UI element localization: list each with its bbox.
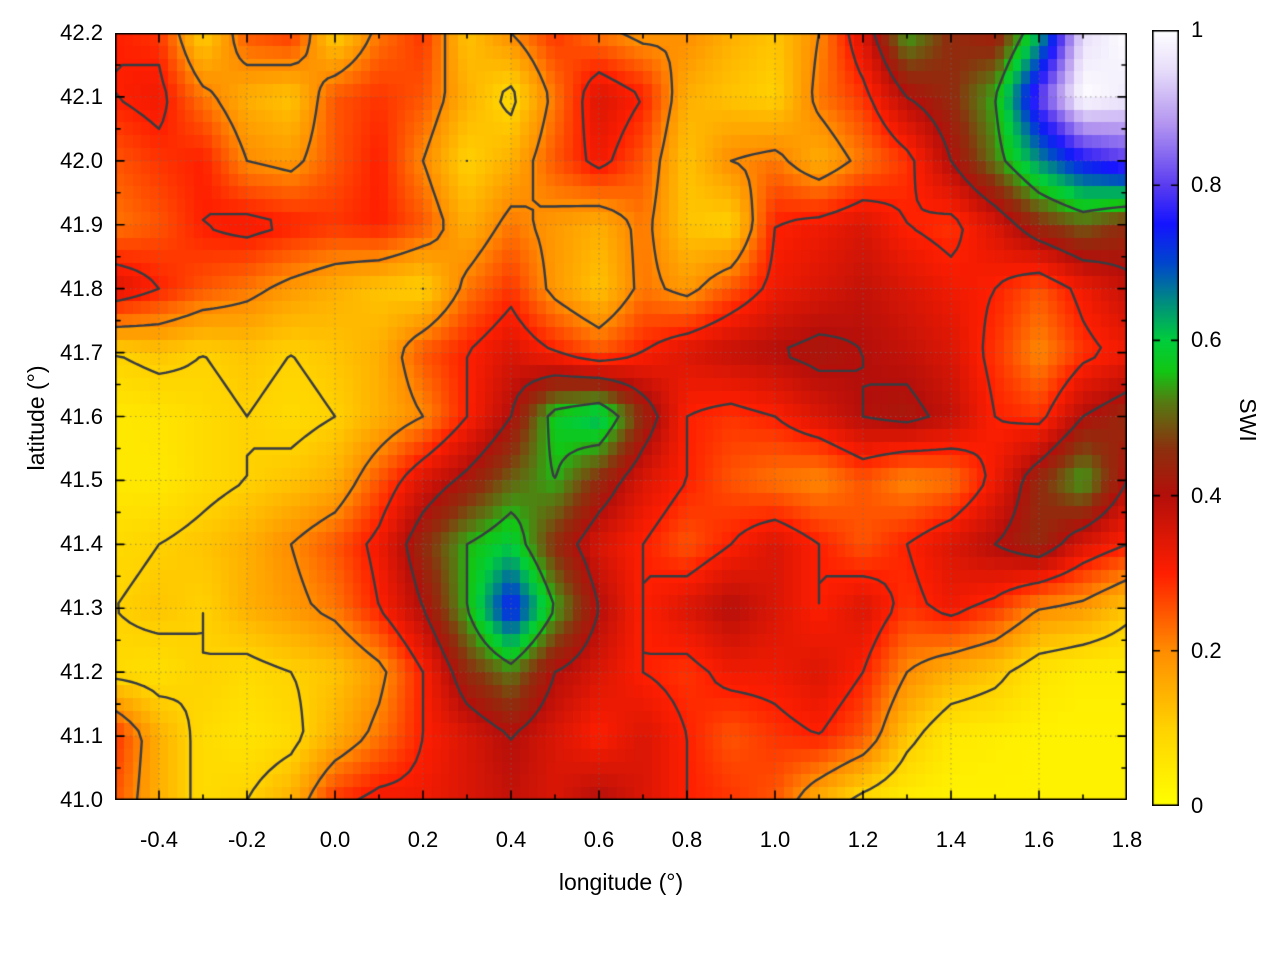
x-tick-label: 0.6	[583, 827, 615, 852]
y-tick-label: 41.3	[60, 595, 103, 621]
y-tick-label: 41.8	[60, 275, 103, 301]
y-tick-label: 41.1	[60, 723, 103, 749]
x-tick-label: 1.8	[1111, 827, 1143, 852]
colorbar-tick-label: 1	[1191, 17, 1204, 42]
y-tick-label: 41.9	[60, 211, 103, 237]
colorbar-tick-label: 0.6	[1191, 327, 1222, 353]
y-tick-label: 41.4	[60, 531, 103, 557]
y-tick-label: 41.5	[60, 467, 103, 493]
x-axis-title: longitude (°)	[558, 869, 684, 895]
heatmap-canvas	[115, 33, 1127, 800]
y-tick-label: 42.2	[60, 20, 103, 45]
x-tick-label: 1.6	[1023, 827, 1055, 852]
x-tick-label: 0.2	[407, 827, 439, 852]
colorbar-tick-label: 0	[1191, 793, 1204, 818]
y-tick-label: 41.6	[60, 403, 103, 429]
y-tick-label: 41.0	[60, 787, 103, 812]
x-tick-label: 0.8	[671, 827, 703, 852]
colorbar-title: SWI	[1235, 398, 1261, 442]
x-tick-label: -0.4	[140, 827, 178, 852]
x-tick-label: 0.0	[319, 827, 351, 852]
x-tick-label: 1.4	[935, 827, 967, 852]
y-axis-title: latitude (°)	[23, 365, 49, 471]
colorbar-tick-label: 0.4	[1191, 482, 1222, 508]
y-tick-label: 41.2	[60, 659, 103, 685]
colorbar-tick-label: 0.2	[1191, 637, 1222, 663]
x-tick-label: 1.2	[847, 827, 879, 852]
y-tick-label: 42.1	[60, 83, 103, 109]
colorbar	[1152, 30, 1179, 806]
x-tick-label: 0.4	[495, 827, 527, 852]
y-tick-label: 42.0	[60, 147, 103, 173]
x-tick-label: -0.2	[228, 827, 266, 852]
x-tick-label: 1.0	[759, 827, 791, 852]
colorbar-tick-label: 0.8	[1191, 172, 1222, 198]
y-tick-label: 41.7	[60, 339, 103, 365]
